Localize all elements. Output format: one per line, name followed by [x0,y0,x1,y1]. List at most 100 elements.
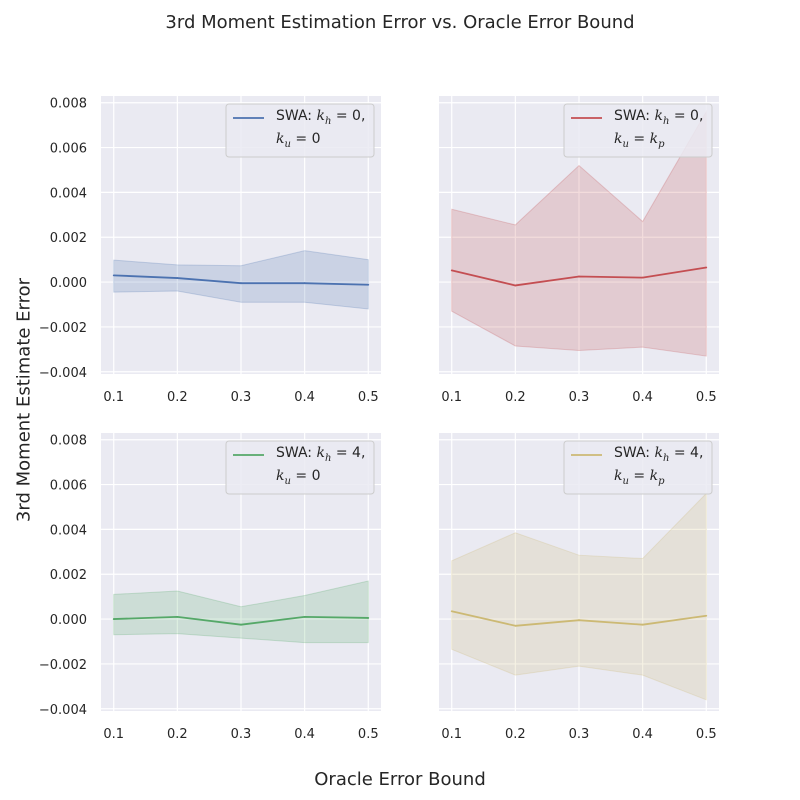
legend-label-line-2: ku = 0 [276,468,320,487]
legend-label-line-1: SWA: kh = 4, [614,445,703,464]
legend-math-var: k [654,445,662,461]
x-tick-label: 0.5 [358,727,379,742]
legend-math-sub: h [325,116,331,127]
data-point [367,283,370,286]
x-tick-label: 0.1 [441,727,462,742]
legend-math-sub: u [622,139,628,150]
x-tick-label: 0.1 [441,390,462,405]
x-tick-label: 0.1 [103,727,124,742]
y-tick-label: −0.002 [39,658,87,673]
legend-math-var: k [654,108,662,124]
x-tick-label: 0.4 [632,390,653,405]
x-tick-label: 0.2 [167,727,188,742]
confidence-band [451,109,707,357]
data-point [112,618,115,620]
legend-label-line-1: SWA: kh = 4, [276,445,365,464]
x-tick-label: 0.1 [103,390,124,405]
data-point [367,617,370,619]
y-tick-label: 0.002 [50,231,87,246]
y-tick-label: 0.000 [50,613,87,628]
x-tick-label: 0.2 [505,390,526,405]
legend-label-line-2: ku = kp [614,131,665,150]
legend-prefix: SWA: [614,108,654,124]
x-tick-label: 0.5 [358,390,379,405]
legend-math-var: k [614,131,622,147]
legend-label-line-2: ku = 0 [276,131,320,150]
legend: SWA: kh = 4, ku = 0 [225,440,375,495]
legend-math-sub: u [622,476,628,487]
y-tick-label: −0.004 [39,703,87,718]
chart-panel-top-left: 0.1 0.2 0.3 0.4 0.5 0.008 0.006 0.004 0.002 0.000… [39,96,381,405]
legend-math-sub: u [284,139,290,150]
legend-math-sub: h [663,116,669,127]
data-point [303,282,306,285]
y-tick-label: 0.000 [50,276,87,291]
x-tick-label: 0.3 [231,390,252,405]
legend-prefix: SWA: [614,445,654,461]
figure-title: 3rd Moment Estimation Error vs. Oracle E… [165,12,635,33]
legend-math-rest: = 0, [669,108,703,124]
legend-math-sub: u [284,476,290,487]
data-point [578,275,580,278]
legend-math-sub: h [325,453,331,464]
data-point [450,269,453,272]
y-tick-label: −0.004 [39,366,87,381]
y-tick-label: 0.002 [50,568,87,583]
legend-math-sub: p [658,476,665,487]
legend-prefix: SWA: [276,108,316,124]
data-point [578,619,580,622]
legend-math-rest: = [629,131,650,147]
legend-math-var: k [316,445,324,461]
legend-math-var: k [276,468,284,484]
x-tick-label: 0.5 [696,727,717,742]
data-point [514,284,517,287]
data-point [514,624,517,627]
legend-label-line-2: ku = kp [614,468,665,487]
data-point [176,277,179,279]
data-point [240,282,242,285]
x-tick-label: 0.4 [294,727,315,742]
legend: SWA: kh = 0,ku = 0 [225,103,375,158]
legend-math-rest: = 0, [331,108,365,124]
legend-math-var: k [316,108,324,124]
confidence-band [451,492,707,701]
x-tick-label: 0.5 [696,390,717,405]
data-point [240,623,242,626]
confidence-band [113,250,369,310]
data-point [176,615,179,618]
x-tick-label: 0.3 [569,390,590,405]
legend: SWA: kh = 4,ku = kp [563,440,713,495]
legend-math-var: k [276,131,284,147]
legend-math-rest: = 0 [291,131,321,147]
data-point [641,623,644,626]
data-point [112,274,115,277]
data-point [641,276,644,279]
y-tick-label: 0.008 [50,434,87,449]
legend-math-sub: h [663,453,669,464]
x-tick-label: 0.2 [167,390,188,405]
legend-math-rest: = 4, [331,445,365,461]
legend-math-var: k [650,468,658,484]
data-point [705,614,708,617]
x-tick-label: 0.4 [294,390,315,405]
confidence-band [113,580,369,644]
legend-math-sub: p [658,139,665,150]
data-point [705,266,708,269]
legend-math-var: k [614,468,622,484]
x-tick-label: 0.3 [231,727,252,742]
y-tick-label: −0.002 [39,321,87,336]
legend-label-line-1: SWA: kh = 0, [276,108,365,127]
data-point [303,615,306,618]
legend-math-var: k [650,131,658,147]
y-tick-label: 0.004 [50,186,87,201]
data-point [450,610,453,613]
chart-panel-bottom-left: 0.1 0.2 0.3 0.4 0.5 0.008 0.006 0.004 0.002 0.000… [39,433,381,742]
y-tick-label: 0.008 [50,97,87,112]
x-tick-label: 0.3 [569,727,590,742]
x-tick-label: 0.2 [505,727,526,742]
y-tick-label: 0.006 [50,142,87,157]
legend-math-rest: = 4, [669,445,703,461]
